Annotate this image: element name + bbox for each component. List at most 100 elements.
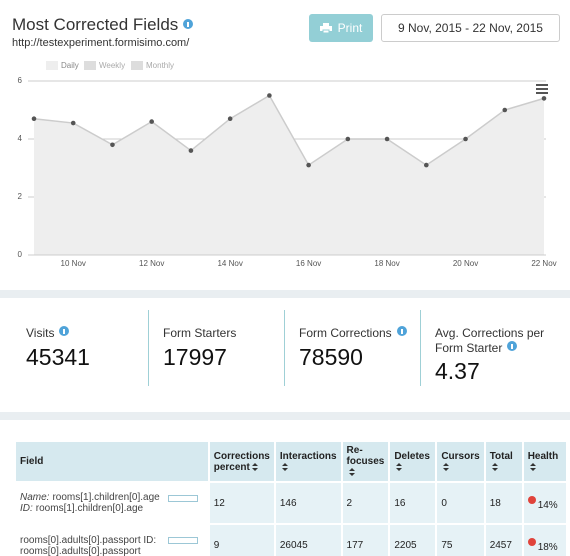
name-label: Name: — [20, 492, 50, 503]
y-tick-label: 4 — [18, 134, 23, 143]
sort-arrow — [281, 462, 288, 471]
cell-value: 26045 — [279, 539, 308, 551]
health-dot — [527, 495, 536, 504]
column-header[interactable]: Health — [521, 440, 568, 483]
stat: Form Starters 17997 — [163, 298, 283, 412]
menu-bar — [536, 92, 548, 94]
legend-item[interactable]: Daily — [61, 61, 79, 70]
cell: 12 — [207, 481, 276, 525]
sort-icon — [348, 468, 355, 477]
cell: 18% — [521, 523, 568, 556]
column-header[interactable]: Field — [14, 440, 210, 483]
cell-value: 2457 — [489, 539, 512, 551]
sparkline — [167, 495, 198, 502]
date-range[interactable]: 9 Nov, 2015 - 22 Nov, 2015 — [381, 14, 560, 42]
x-tick-label: 14 Nov — [217, 259, 242, 268]
field-name: rooms[0].adults[0].passport — [20, 535, 141, 546]
cell: 2 — [340, 481, 391, 525]
stat-label: Form Starters — [163, 326, 236, 341]
point — [31, 116, 37, 121]
y-tick-label: 0 — [18, 250, 23, 259]
x-tick-label: 18 Nov — [374, 259, 399, 268]
column-header[interactable]: Cursors — [435, 440, 486, 483]
info-icon[interactable] — [183, 19, 194, 29]
title-text: Most Corrected Fields — [12, 15, 179, 34]
stat-value: 78590 — [299, 344, 363, 370]
stat: Form Corrections 78590 — [299, 298, 419, 412]
legend-swatch — [46, 61, 58, 70]
column-header[interactable]: Total — [483, 440, 524, 483]
stat-label-text: Form Starters — [163, 326, 237, 340]
cell: 146 — [273, 481, 343, 525]
legend-swatch — [131, 61, 143, 70]
cell-value: 2 — [346, 497, 353, 509]
point — [267, 93, 272, 98]
cell-value: 75 — [441, 539, 453, 551]
point — [188, 148, 194, 153]
column-title: Field — [20, 456, 44, 467]
legend-item[interactable]: Monthly — [146, 61, 174, 70]
field-id: rooms[0].adults[0].passport — [20, 546, 141, 556]
stat-label-text: Visits — [26, 326, 55, 340]
legend-item[interactable]: Weekly — [99, 61, 125, 70]
fields-table: Field Corrections percent Interactions Re-f… — [14, 440, 568, 556]
cell-value: 2205 — [394, 539, 417, 551]
x-tick-label: 20 Nov — [453, 259, 478, 268]
cell-value: 0 — [441, 497, 447, 509]
separator — [148, 310, 149, 386]
column-title: Health — [527, 450, 559, 462]
header-row: Field Corrections percent Interactions Re-f… — [14, 440, 568, 483]
cell: 177 — [340, 523, 391, 556]
sort-icon — [443, 462, 450, 471]
stat-value: 45341 — [26, 344, 90, 370]
point — [502, 107, 508, 113]
cell-value: 14% — [537, 499, 558, 511]
separator — [284, 310, 285, 386]
stat-value: 17997 — [163, 344, 227, 370]
column-header[interactable]: Deletes — [388, 440, 438, 483]
stat-label: Form Corrections — [299, 326, 407, 341]
printer-icon — [319, 23, 332, 34]
sort-arrow — [251, 462, 258, 471]
menu-bar — [536, 88, 548, 90]
cell: 14% — [521, 481, 568, 525]
info-icon[interactable] — [507, 341, 518, 351]
menu-bar — [536, 84, 548, 86]
cell: 26045 — [273, 523, 343, 556]
cell: 75 — [435, 523, 486, 556]
point — [70, 120, 76, 126]
x-tick-label: 16 Nov — [296, 259, 321, 268]
stat: Avg. Corrections per Form Starter 4.37 — [435, 298, 565, 412]
column-header[interactable]: Interactions — [273, 440, 343, 483]
cell-value: 18 — [489, 497, 501, 509]
chart-menu[interactable] — [536, 84, 548, 94]
column-title: Cursors — [441, 450, 480, 462]
point — [463, 136, 468, 142]
table-row: Name: rooms[1].children[0].age ID: rooms[1… — [14, 481, 568, 525]
sort-arrow — [529, 462, 536, 471]
point — [306, 162, 311, 168]
sort-icon — [251, 462, 258, 471]
legend-swatch — [84, 61, 96, 70]
site-url[interactable]: http://testexperiment.formisimo.com/ — [12, 37, 190, 49]
point — [541, 96, 547, 101]
stats-panel: Visits 45341 Form Starters 17997 Form Correc… — [0, 298, 570, 412]
field-cell: Name: rooms[1].children[0].age ID: rooms[1… — [14, 481, 210, 525]
x-tick-label: 22 Nov — [531, 259, 556, 268]
column-header[interactable]: Re-focuses — [340, 440, 391, 483]
field-id: rooms[1].children[0].age — [35, 503, 144, 514]
stat: Visits 45341 — [26, 298, 146, 412]
sort-icon — [529, 462, 536, 471]
chart-panel: Daily Weekly Monthly 0 2 4 6 10 Nov 12 Nov 14 Nov… — [0, 0, 570, 290]
info-icon[interactable] — [59, 326, 70, 336]
line — [33, 94, 545, 167]
cell: 9 — [207, 523, 276, 556]
table-panel: Field Corrections percent Interactions Re-f… — [0, 420, 570, 556]
print-button[interactable]: Print — [309, 14, 373, 42]
sort-icon — [491, 462, 498, 471]
y-tick-label: 6 — [18, 76, 23, 85]
cell: 18 — [483, 481, 524, 525]
column-header[interactable]: Corrections percent — [207, 440, 276, 483]
info-icon[interactable] — [396, 326, 407, 336]
